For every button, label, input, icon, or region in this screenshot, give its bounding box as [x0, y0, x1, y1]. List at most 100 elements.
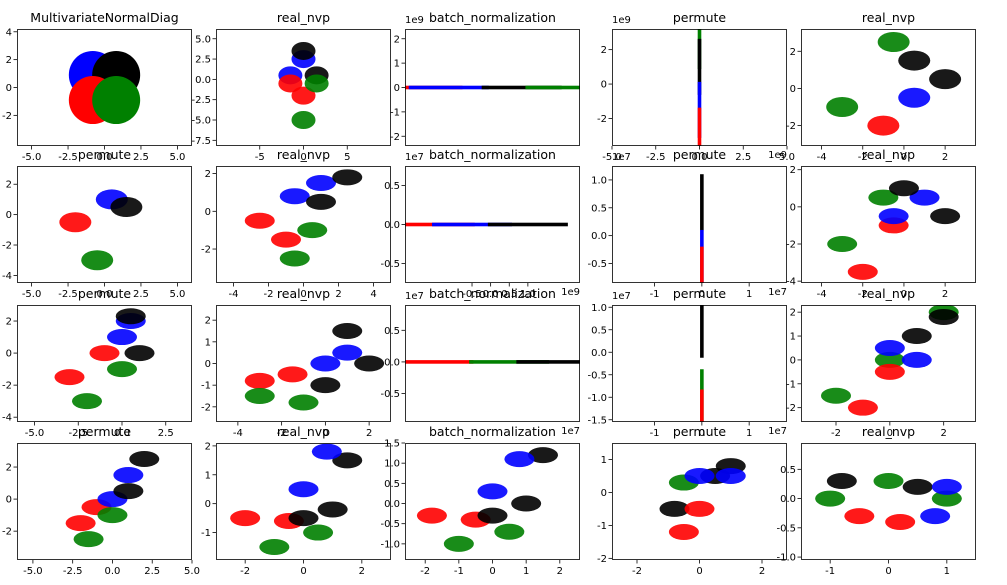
scatter-point [516, 360, 580, 364]
y-tick-label: 0.5 [591, 203, 607, 214]
x-tick-label: 2.5 [144, 566, 160, 577]
x-tick-label: -5.0 [23, 566, 43, 577]
y-tick-label: 0.5 [591, 325, 607, 336]
y-tick-label: 0 [790, 84, 796, 95]
x-tick-label: 2 [359, 566, 365, 577]
axes-frame [17, 305, 192, 422]
scatter-point [54, 369, 85, 386]
x-tick-label: 0.0 [97, 289, 113, 300]
y-tick-label: 1 [601, 455, 607, 466]
x-tick-label: 0 [300, 289, 306, 300]
x-tick-label: -2.5 [68, 428, 88, 439]
scatter-layer [416, 447, 558, 552]
x-tick-label: -2.5 [646, 152, 666, 163]
y-tick-label: 1.0 [591, 303, 607, 314]
y-tick-label: -0.5 [587, 370, 607, 381]
y-tick-label: -1 [201, 528, 211, 539]
y-tick-label: 0.0 [384, 220, 400, 231]
subplot-3: -5.0 -2.5 0.0 2.5 5.0 2 0 -2 1e9 1e9 permute [597, 10, 795, 163]
x-tick-label: 0 [901, 152, 907, 163]
y-tick-label: 0.0 [591, 231, 607, 242]
y-tick-label: -4 [2, 413, 12, 424]
scatter-point [332, 452, 363, 469]
x-tick-label: -2.5 [58, 289, 78, 300]
scatter-point [107, 361, 137, 378]
axes-frame [216, 166, 391, 283]
scatter-point [291, 86, 316, 105]
scatter-point [847, 399, 878, 416]
scatter-point [901, 351, 932, 368]
x-offset-label: 1e7 [561, 426, 580, 437]
y-tick-label: 0 [6, 210, 12, 221]
subplot-2: 2 1 0 -1 -2 1e9 batch_normalization [390, 10, 580, 146]
subplot-8: -1 0 1 1.0 0.5 0.0 -0.5 1e7 1e7 permute [587, 147, 787, 300]
scatter-point [821, 387, 851, 404]
axes-frame [216, 29, 391, 146]
scatter-layer [821, 305, 959, 416]
x-tick-label: 2 [366, 428, 372, 439]
x-tick-label: 0 [901, 289, 907, 300]
scatter-layer [54, 308, 155, 410]
scatter-point [244, 212, 275, 229]
y-tick-label: -1.0 [776, 553, 796, 564]
y-tick-label: -2 [786, 403, 796, 414]
scatter-point [124, 345, 155, 362]
x-tick-label: 0 [887, 428, 893, 439]
scatter-point [697, 38, 702, 95]
scatter-point [844, 508, 875, 525]
scatter-point [684, 467, 715, 484]
x-offset-label: 1e9 [768, 150, 787, 161]
scatter-point [898, 50, 931, 71]
y-tick-label: -0.5 [587, 259, 607, 270]
scatter-point [72, 393, 102, 410]
y-tick-label: -1.5 [587, 415, 607, 426]
subplot-16: -2 0 2 2 1 0 -1 real_nvp [201, 424, 391, 577]
subplot-title: real_nvp [277, 286, 330, 301]
y-tick-label: 2 [394, 34, 400, 45]
x-tick-label: 1 [944, 566, 950, 577]
scatter-point [129, 451, 160, 468]
subplot-18: -2 0 2 1 0 -1 -2 permute [597, 424, 787, 577]
y-tick-label: 2 [6, 463, 12, 474]
y-tick-label: 0.0 [591, 348, 607, 359]
subplot-title: permute [78, 147, 132, 162]
y-tick-label: 1.5 [384, 439, 400, 450]
plot-area [612, 166, 787, 283]
axes-frame [216, 305, 391, 422]
axes-frame [612, 443, 787, 560]
plot-area [405, 443, 580, 560]
x-tick-label: 5.0 [779, 152, 795, 163]
y-tick-label: -2 [2, 111, 12, 122]
scatter-point [92, 76, 141, 125]
scatter-point [416, 507, 447, 524]
scatter-point [827, 236, 858, 252]
x-tick-label: 5.0 [184, 566, 200, 577]
scatter-layer [405, 85, 580, 90]
x-tick-label: 2.5 [158, 428, 174, 439]
x-tick-label: -4 [817, 289, 827, 300]
axes-frame [405, 443, 580, 560]
y-tick-label: 0.0 [384, 499, 400, 510]
x-tick-label: -5.0 [22, 152, 42, 163]
y-tick-label: 1 [790, 332, 796, 343]
scatter-layer [278, 41, 329, 129]
scatter-point [867, 115, 900, 136]
scatter-point [700, 174, 704, 231]
y-tick-label: 0.5 [780, 465, 796, 476]
x-tick-label: 2 [335, 289, 341, 300]
scatter-layer [826, 32, 962, 136]
subplot-10: -5.0 -2.5 0.0 2.5 2 0 -2 -4 permute [2, 286, 192, 439]
x-tick-label: 2.5 [133, 152, 149, 163]
y-tick-label: 0 [205, 207, 211, 218]
scatter-point [909, 189, 940, 206]
scatter-point [868, 189, 899, 206]
scatter-point [432, 222, 513, 227]
axes-frame [216, 443, 391, 560]
scatter-point [931, 490, 962, 507]
scatter-point [504, 451, 535, 468]
subplot-title: MultivariateNormalDiag [30, 10, 178, 25]
scatter-point [898, 87, 931, 108]
scatter-point [668, 523, 699, 540]
y-tick-label: 0.5 [384, 326, 400, 337]
